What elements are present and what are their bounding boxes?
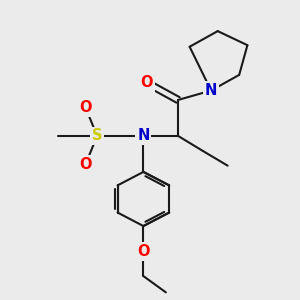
Text: O: O	[80, 100, 92, 115]
Text: N: N	[205, 83, 217, 98]
Text: O: O	[140, 75, 153, 90]
Text: S: S	[92, 128, 102, 143]
Text: O: O	[137, 244, 150, 259]
Text: O: O	[80, 157, 92, 172]
Text: N: N	[137, 128, 150, 143]
